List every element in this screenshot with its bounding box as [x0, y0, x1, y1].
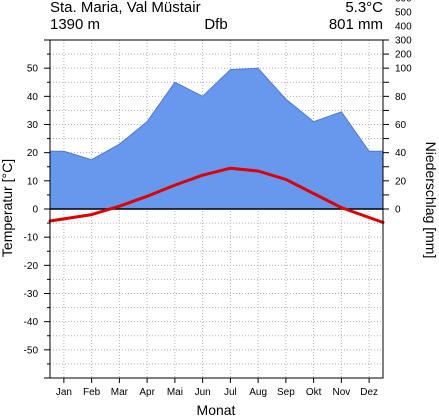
right-axis-label: Niederschlag [mm] [423, 142, 439, 259]
x-tick-label: Jul [224, 387, 237, 398]
x-tick-label: Apr [139, 387, 155, 398]
x-tick-label: Nov [332, 387, 350, 398]
left-tick-label: 40 [27, 92, 39, 103]
left-tick-label: 50 [27, 64, 39, 75]
x-tick-label: Mai [167, 387, 183, 398]
precipitation-area [49, 67, 384, 210]
right-tick-label: 500 [395, 7, 412, 18]
x-tick-label: Jan [56, 387, 72, 398]
x-axis-label: Monat [197, 402, 236, 418]
temperature-line [48, 166, 385, 224]
left-axis: 50 40 30 20 10 0 -10 -20 -30 -40 -50 [24, 39, 50, 379]
x-tick-label: Dez [360, 387, 378, 398]
x-tick-label: Okt [306, 387, 322, 398]
x-tick-label: Aug [249, 387, 267, 398]
right-tick-label: 100 [395, 64, 412, 75]
right-tick-label: 0 [395, 205, 401, 216]
station-name: Sta. Maria, Val Müstair [50, 0, 201, 16]
right-tick-label: 60 [395, 120, 407, 131]
right-tick-label: 600 [395, 0, 412, 4]
right-tick-label: 40 [395, 148, 407, 159]
x-tick-label: Sep [277, 387, 295, 398]
left-tick-label: -20 [24, 261, 39, 272]
left-tick-label: -10 [24, 233, 39, 244]
right-tick-label: 20 [395, 176, 407, 187]
left-tick-label: 10 [27, 176, 39, 187]
left-tick-label: 20 [27, 148, 39, 159]
left-tick-label: -50 [24, 345, 39, 356]
right-tick-label: 200 [395, 50, 412, 61]
x-axis: Jan Feb Mar Apr Mai Jun Jul Aug Sep Okt Nov Dez [56, 378, 378, 398]
right-axis: 900800700600500400300200100806040200 [383, 0, 412, 216]
x-tick-label: Feb [83, 387, 101, 398]
climate-classification: Dfb [204, 16, 227, 33]
right-tick-label: 400 [395, 21, 412, 32]
mean-temperature: 5.3°C [345, 0, 383, 16]
x-tick-label: Jun [195, 387, 211, 398]
left-tick-label: -40 [24, 317, 39, 328]
right-tick-label: 300 [395, 36, 412, 47]
left-axis-label: Temperatur [°C] [0, 159, 15, 257]
left-tick-label: -30 [24, 289, 39, 300]
elevation: 1390 m [50, 16, 100, 33]
left-tick-label: 0 [32, 205, 38, 216]
left-tick-label: 30 [27, 120, 39, 131]
right-tick-label: 80 [395, 92, 407, 103]
annual-precipitation: 801 mm [329, 16, 383, 33]
x-tick-label: Mar [111, 387, 129, 398]
